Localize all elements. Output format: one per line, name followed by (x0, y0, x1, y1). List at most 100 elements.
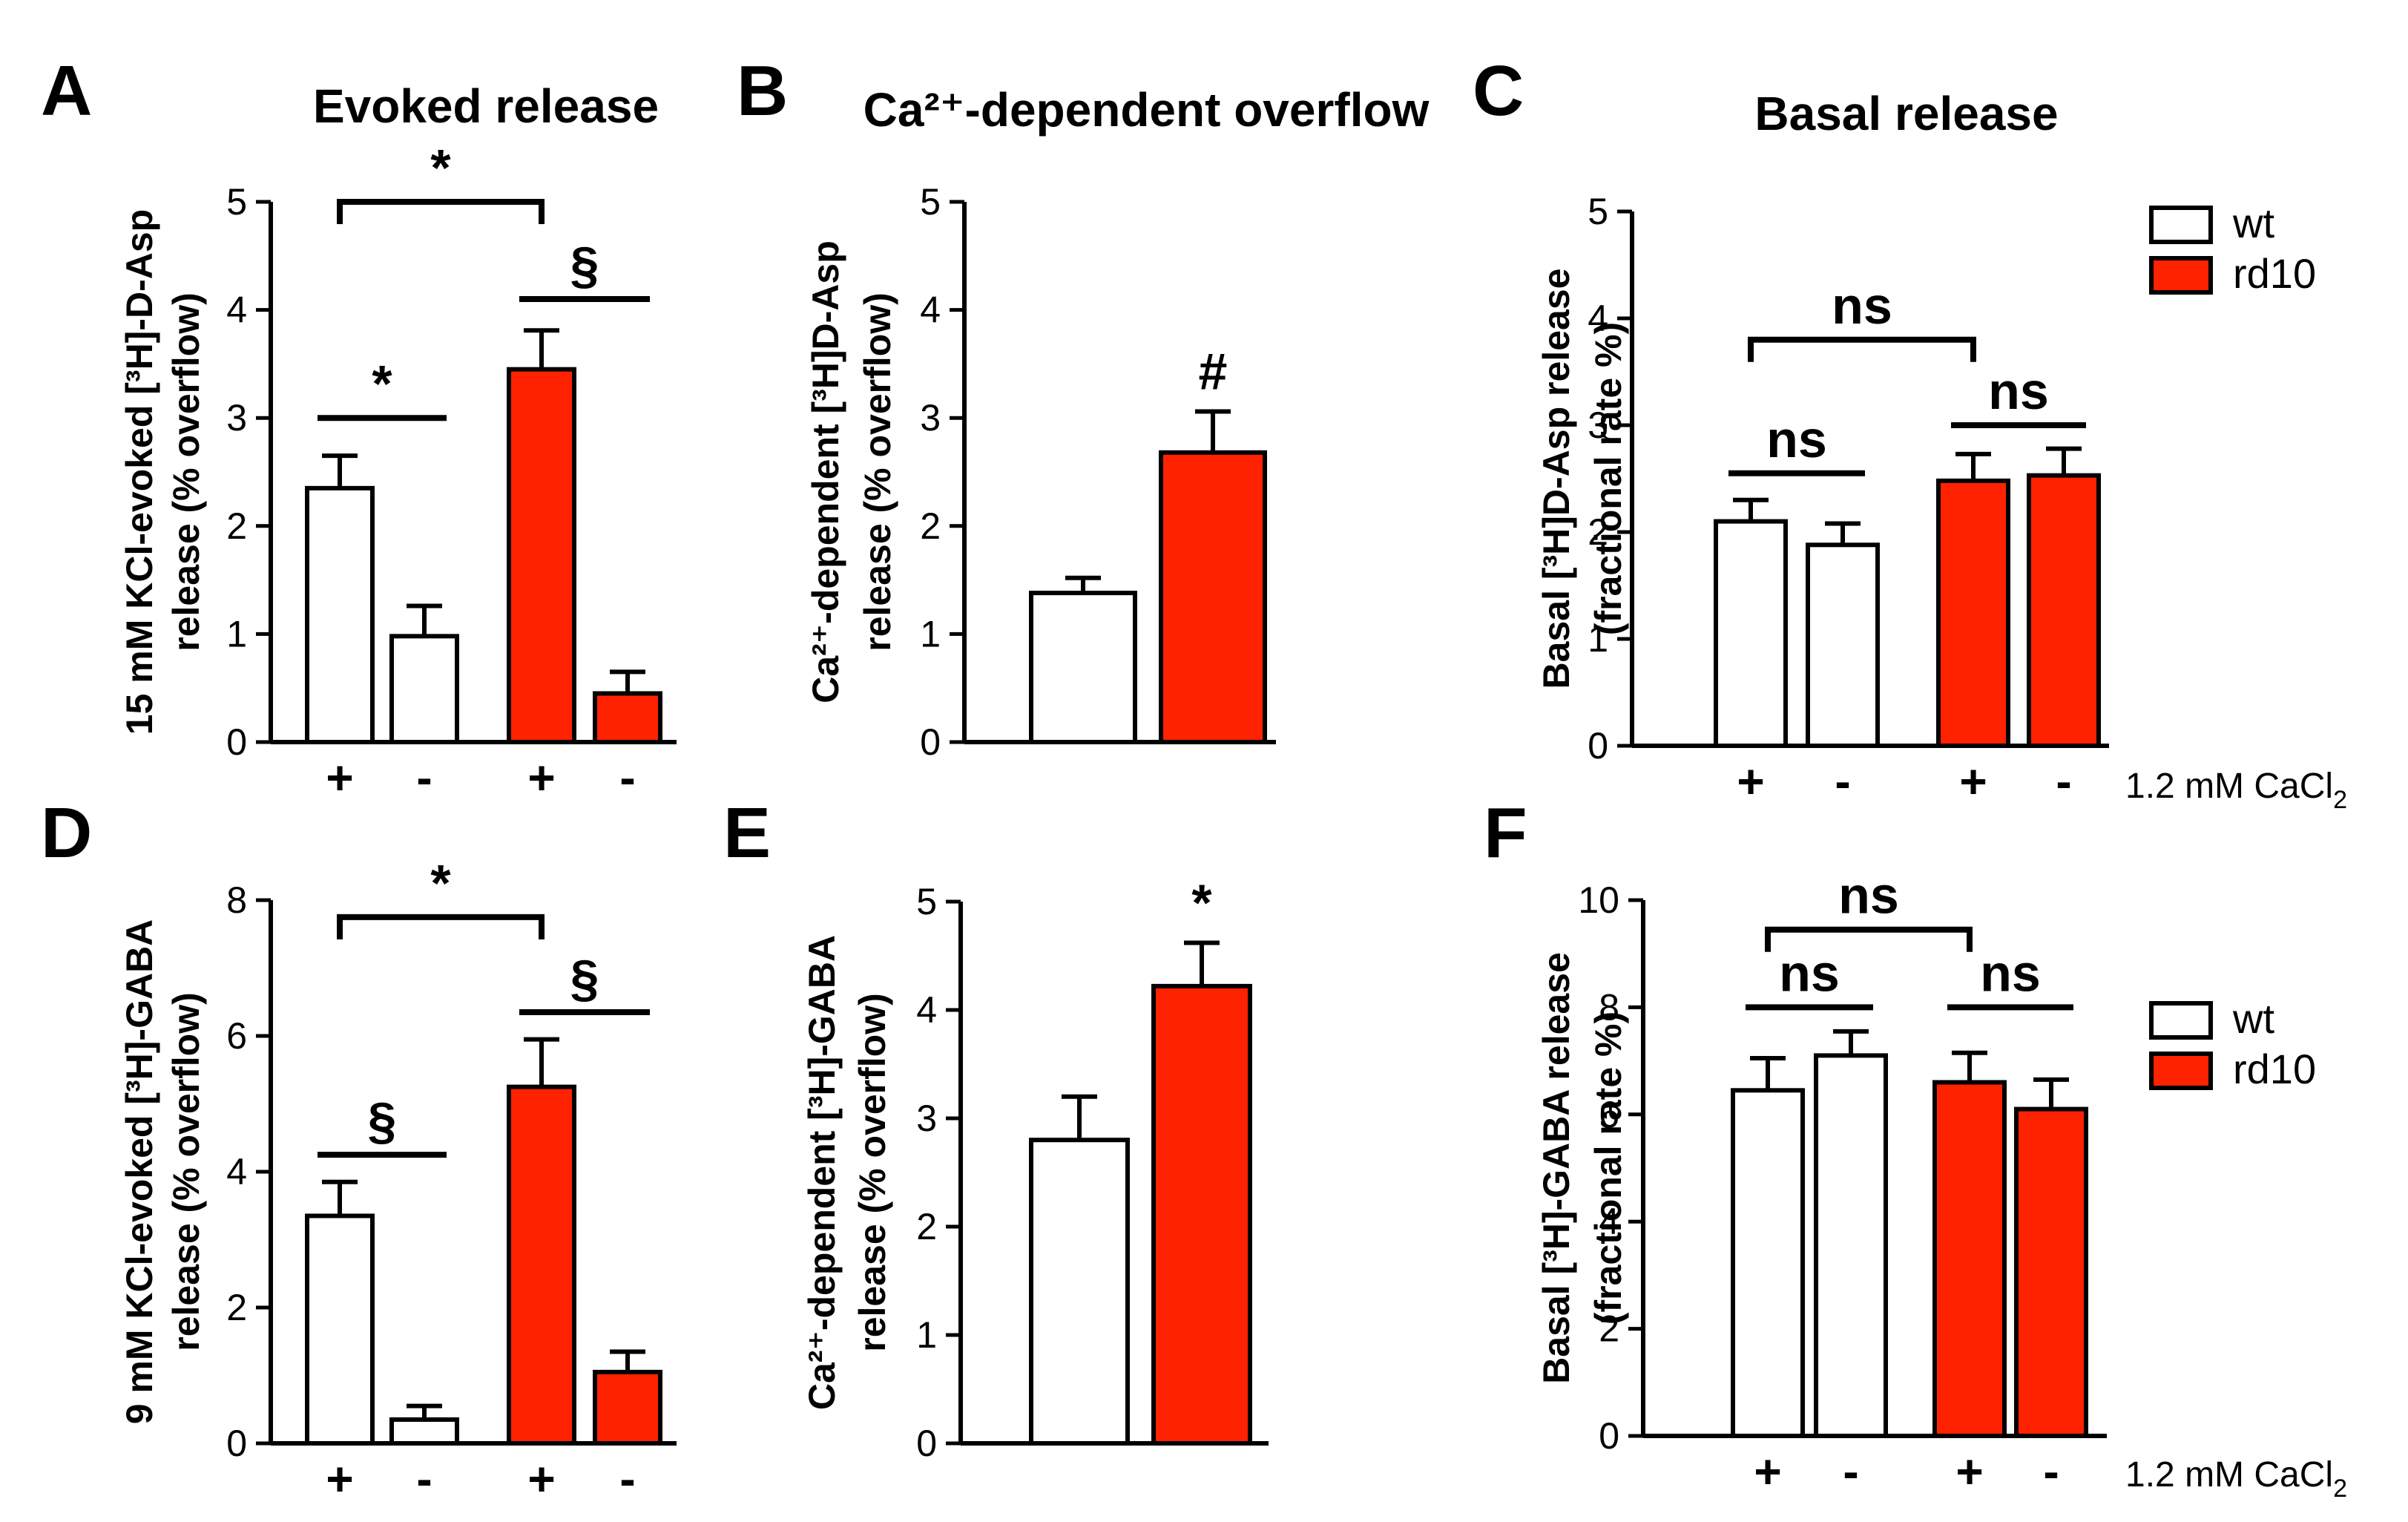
bar-wt (1806, 542, 1880, 749)
y-axis-label: Basal [³H]D-Asp release (1536, 269, 1577, 689)
y-tick-label: 1 (920, 613, 941, 655)
y-axis-label: (fractional rate %) (1588, 1011, 1629, 1325)
y-axis-label: 15 mM KCl-evoked [³H]-D-Asp (119, 209, 160, 735)
significance-label: * (430, 139, 451, 197)
legend-swatch-wt (2149, 206, 2213, 244)
bar-wt (305, 485, 375, 745)
y-axis-label: release (% overflow) (165, 992, 207, 1351)
y-tick-label: 3 (226, 397, 247, 439)
bar-rd10 (1159, 450, 1267, 744)
bar-rd10 (507, 1084, 576, 1446)
panel-d: D 0 2 4 6 8 9 mM KCl-evoked [³H]-GABA release (… (41, 793, 677, 1506)
y-tick-label: 2 (1599, 1308, 1619, 1350)
y-tick-label: 4 (920, 289, 941, 331)
bar-rd10 (507, 367, 576, 744)
bar-wt (1714, 519, 1788, 748)
y-tick-label: 1 (916, 1314, 937, 1356)
y-axis-label: 9 mM KCl-evoked [³H]-GABA (119, 919, 160, 1425)
y-tick-label: 1 (1588, 618, 1608, 660)
legend-label-wt: wt (2232, 200, 2274, 246)
bar-rd10 (1151, 983, 1252, 1446)
x-category-label: + (326, 1452, 353, 1506)
panel-title: Ca²⁺-dependent overflow (863, 83, 1430, 137)
panel-title: Evoked release (313, 79, 659, 133)
x-category-label: + (1737, 755, 1764, 808)
bar-wt (305, 1213, 375, 1446)
x-category-label: + (1754, 1445, 1781, 1498)
y-tick-label: 4 (916, 989, 937, 1031)
significance-label: § (368, 1092, 397, 1149)
y-tick-label: 4 (226, 1151, 247, 1193)
x-category-label: + (527, 1452, 555, 1506)
bar-rd10 (593, 1369, 662, 1446)
y-tick-label: 2 (226, 505, 247, 547)
y-tick-label: 5 (916, 881, 937, 922)
significance-label: * (430, 854, 451, 912)
y-tick-label: 2 (916, 1206, 937, 1247)
bar-wt (1731, 1088, 1805, 1439)
y-tick-label: 10 (1578, 879, 1619, 921)
y-tick-label: 3 (916, 1098, 937, 1139)
y-tick-label: 8 (226, 879, 247, 921)
y-tick-label: 5 (920, 181, 941, 223)
y-tick-label: 4 (1588, 298, 1608, 339)
bar-rd10 (2014, 1106, 2088, 1438)
panel-letter: A (41, 51, 92, 131)
condition-subscript-bottom: 2 (2333, 1475, 2347, 1503)
legend-label-rd10: rd10 (2233, 1046, 2316, 1092)
significance-bracket (337, 199, 545, 224)
y-tick-label: 3 (920, 397, 941, 439)
condition-label-bottom: 1.2 mM CaCl2 (2125, 1455, 2347, 1503)
significance-label: ns (1980, 944, 2041, 1002)
y-axis-label: (fractional rate %) (1588, 322, 1629, 635)
x-category-label: - (2056, 755, 2071, 808)
y-axis-label: release (% overflow) (857, 292, 898, 652)
y-axis-label: release (% overflow) (852, 993, 893, 1352)
bar-wt (1814, 1053, 1888, 1438)
significance-label: ns (1766, 410, 1827, 468)
y-tick-label: 1 (226, 613, 247, 655)
bar-wt (389, 634, 459, 745)
significance-label: § (570, 236, 599, 294)
legend-swatch-rd10 (2149, 1052, 2213, 1090)
panel-title: Basal release (1754, 87, 2058, 140)
panel-b: B Ca²⁺-dependent overflow 0 1 2 3 4 5 Ca²⁺-depen… (737, 51, 1430, 763)
bar-wt (1029, 1138, 1130, 1446)
panel-letter: C (1473, 51, 1524, 131)
x-category-label: - (2043, 1445, 2059, 1498)
significance-label: * (1191, 873, 1212, 931)
panel-letter: D (41, 793, 92, 873)
significance-label: * (372, 355, 392, 413)
significance-label: § (570, 949, 599, 1007)
y-tick-label: 6 (1599, 1094, 1619, 1135)
significance-label: ns (1779, 944, 1840, 1002)
y-tick-label: 0 (1599, 1415, 1619, 1457)
significance-bracket (1748, 336, 1976, 362)
bar-rd10 (2027, 473, 2101, 748)
y-tick-label: 2 (226, 1287, 247, 1328)
x-category-label: - (619, 1452, 635, 1506)
y-tick-label: 0 (916, 1423, 937, 1464)
panel-e: E 0 1 2 3 4 5 Ca²⁺-dependent [³H]-GABA release (… (723, 793, 1269, 1464)
y-tick-label: 8 (1599, 986, 1619, 1028)
y-tick-label: 0 (920, 721, 941, 763)
panel-letter: B (737, 51, 788, 131)
y-tick-label: 0 (226, 1423, 247, 1464)
bar-rd10 (1932, 1080, 2007, 1438)
legend-label-wt: wt (2232, 995, 2274, 1042)
y-tick-label: 0 (1588, 725, 1608, 767)
panel-letter: F (1484, 793, 1527, 873)
x-category-label: + (1955, 1445, 1983, 1498)
y-tick-label: 4 (1599, 1201, 1619, 1242)
y-axis-label: Basal [³H]-GABA release (1536, 952, 1577, 1384)
legend-swatch-wt (2149, 1001, 2213, 1040)
y-tick-label: 2 (920, 505, 941, 547)
panel-c: C Basal release 0 1 2 3 4 5 Basal [³H]D-Asp rele… (1473, 51, 2109, 808)
x-category-label: - (619, 751, 635, 804)
bar-wt (389, 1417, 459, 1446)
